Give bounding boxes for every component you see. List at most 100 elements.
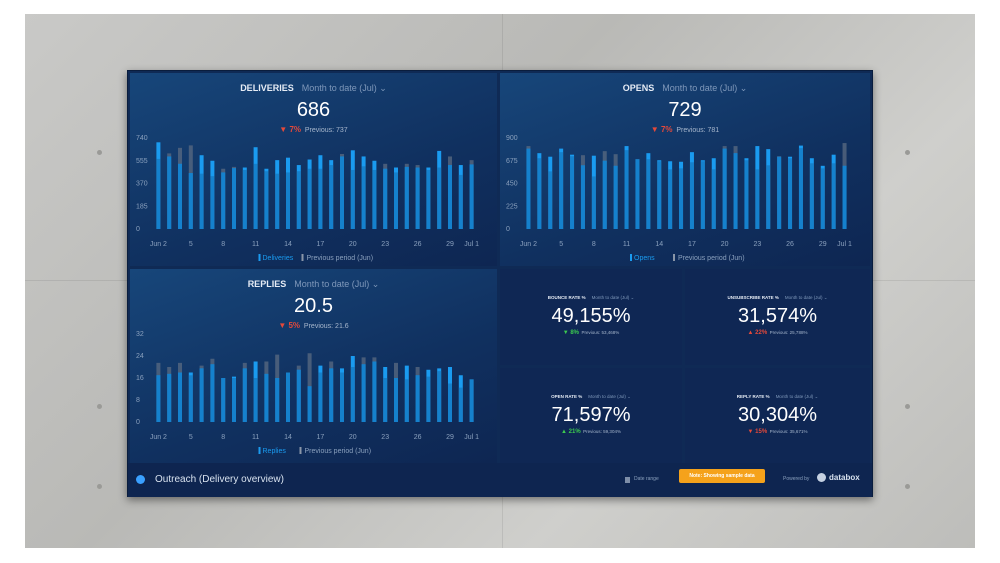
overlap-shade xyxy=(232,168,236,229)
overlap-shade xyxy=(361,166,366,229)
x-tick-label: 17 xyxy=(688,241,696,248)
databox-brand-icon xyxy=(817,473,826,482)
current-bar xyxy=(318,155,323,229)
legend-current-swatch xyxy=(258,447,261,454)
triangle-down-icon: ▼ xyxy=(279,125,290,134)
overlap-shade xyxy=(448,383,452,422)
current-bar xyxy=(458,165,463,229)
date-range-button[interactable]: Date range xyxy=(634,476,659,482)
overlap-shade xyxy=(831,163,836,229)
y-tick-label: 740 xyxy=(136,135,148,142)
current-bar xyxy=(820,165,825,229)
metric-value: 31,574% xyxy=(738,305,817,327)
current-bar xyxy=(448,165,452,229)
x-tick-label: 14 xyxy=(655,241,663,248)
overlap-shade xyxy=(275,378,280,422)
y-tick-label: 185 xyxy=(136,203,148,210)
date-range-dropdown[interactable]: Month to date (Jul) ⌄ xyxy=(294,279,380,289)
triangle-down-icon: ▼ xyxy=(278,321,289,330)
overlap-shade xyxy=(242,368,247,422)
x-tick-label: 17 xyxy=(317,241,325,248)
current-bar xyxy=(199,155,204,229)
date-range-dropdown[interactable]: Month to date (Jul) ⌄ xyxy=(784,295,828,300)
current-bar xyxy=(329,368,334,422)
current-bar xyxy=(842,165,847,229)
deliveries-panel: DELIVERIES Month to date (Jul) ⌄ 686 ▼ 7%… xyxy=(130,73,497,266)
overlap-shade xyxy=(329,368,334,422)
current-bar xyxy=(559,148,564,229)
date-range-dropdown[interactable]: Month to date (Jul) ⌄ xyxy=(301,83,387,93)
current-bar xyxy=(733,153,738,229)
legend-current-label: Deliveries xyxy=(263,255,294,262)
overlap-shade xyxy=(156,158,161,229)
overlap-shade xyxy=(340,372,344,422)
overlap-shade xyxy=(635,159,640,229)
overlap-shade xyxy=(286,372,290,422)
databox-brand[interactable]: databox xyxy=(829,473,860,482)
overlap-shade xyxy=(679,168,684,229)
overlap-shade xyxy=(437,371,442,422)
current-bar xyxy=(668,161,673,229)
current-bar xyxy=(766,149,771,229)
current-bar xyxy=(570,154,575,229)
overlap-shade xyxy=(275,173,280,229)
x-tick-label: 17 xyxy=(317,434,325,441)
y-tick-label: 8 xyxy=(136,397,140,404)
current-bar xyxy=(329,160,334,229)
triangle-down-icon: ▼ xyxy=(650,125,661,134)
current-bar xyxy=(372,160,377,229)
date-range-dropdown[interactable]: Month to date (Jul) ⌄ xyxy=(591,295,635,300)
current-bar xyxy=(178,372,182,422)
current-bar xyxy=(394,378,398,422)
metric-value: 20.5 xyxy=(294,295,333,317)
current-bar xyxy=(635,159,640,229)
current-bar xyxy=(253,361,258,422)
overlap-shade xyxy=(318,168,323,229)
current-bar xyxy=(437,368,442,422)
legend-current-label: Replies xyxy=(263,448,287,455)
panel-title: REPLIES xyxy=(247,279,287,289)
current-bar xyxy=(689,152,694,229)
metric-delta: ▼ 5% Previous: 21.6 xyxy=(278,321,349,330)
current-bar xyxy=(210,364,215,422)
x-tick-label: 11 xyxy=(252,241,259,248)
dashboard-screen: DELIVERIES Month to date (Jul) ⌄ 686 ▼ 7%… xyxy=(127,70,873,497)
date-range-dropdown[interactable]: Month to date (Jul) ⌄ xyxy=(588,394,631,399)
legend-previous-swatch xyxy=(299,447,302,454)
current-bar xyxy=(777,156,782,229)
overlap-shade xyxy=(307,168,312,229)
overlap-shade xyxy=(458,387,463,422)
x-tick-label: 23 xyxy=(381,241,389,248)
x-tick-label: 20 xyxy=(721,241,729,248)
current-bar xyxy=(242,167,247,229)
calendar-icon xyxy=(625,477,630,483)
overlap-shade xyxy=(361,364,366,422)
deliveries-chart: 0 185 370 555 740 Jun 2 5 8 11 14 17 20 23 26 29 Jul 1 D… xyxy=(136,135,479,262)
current-bar xyxy=(700,160,705,229)
overlap-shade xyxy=(580,165,585,229)
current-bar xyxy=(394,167,398,229)
overlap-shade xyxy=(711,169,716,229)
overlap-shade xyxy=(602,160,607,229)
current-bar xyxy=(286,372,290,422)
y-tick-label: 450 xyxy=(506,181,518,188)
current-bar xyxy=(646,153,651,229)
date-range-dropdown[interactable]: Month to date (Jul) ⌄ xyxy=(775,394,819,399)
current-bar xyxy=(167,373,172,422)
overlap-shade xyxy=(221,378,226,422)
legend-previous-swatch xyxy=(301,254,304,261)
overlap-shade xyxy=(788,158,793,229)
x-tick-label: 5 xyxy=(189,241,193,248)
replies-panel: REPLIES Month to date (Jul) ⌄ 20.5 ▼ 5% P… xyxy=(130,269,497,463)
dashboard-name[interactable]: Outreach (Delivery overview) xyxy=(155,474,284,485)
overlap-shade xyxy=(415,375,420,422)
current-bar xyxy=(469,379,474,422)
current-bar xyxy=(613,165,618,229)
triangle-down-icon: ▼ xyxy=(562,330,571,336)
current-bar xyxy=(755,146,760,229)
overlap-shade xyxy=(221,172,226,229)
overlap-shade xyxy=(733,153,738,229)
date-range-dropdown[interactable]: Month to date (Jul) ⌄ xyxy=(662,83,748,93)
reply-rate-tile: REPLY RATE % Month to date (Jul) ⌄ 30,304… xyxy=(685,368,870,463)
overlap-shade xyxy=(286,172,290,229)
